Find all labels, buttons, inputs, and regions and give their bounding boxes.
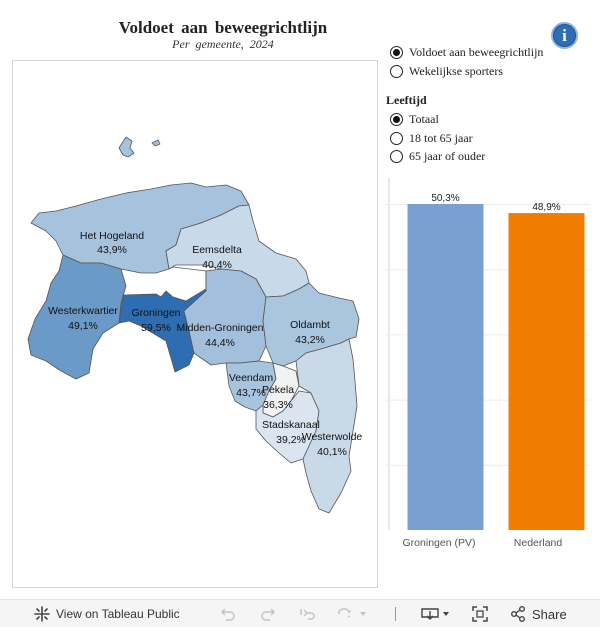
map-value-het-hogeland: 43,9%	[97, 244, 127, 256]
radio-icon	[390, 112, 403, 126]
undo-icon	[220, 608, 235, 621]
revert-icon	[300, 609, 315, 620]
map-value-stadskanaal: 39,2%	[276, 434, 306, 446]
radio-icon	[390, 131, 403, 145]
age-option-label: 65 jaar of ouder	[409, 148, 486, 163]
map-value-westerkwartier: 49,1%	[68, 320, 98, 332]
page-title: Voldoet aan beweegrichtlijn	[118, 18, 328, 37]
map-value-westerwolde: 40,1%	[317, 446, 347, 458]
bar-value-label-0: 50,3%	[431, 193, 459, 204]
radio-icon	[390, 45, 403, 59]
map-label-oldambt: Oldambt	[290, 319, 330, 331]
fullscreen-icon	[472, 606, 488, 622]
map-label-pekela: Pekela	[262, 384, 294, 396]
info-icon[interactable]: i	[551, 22, 578, 49]
refresh-button[interactable]	[336, 600, 366, 627]
map-region-island	[118, 136, 135, 158]
map-label-veendam: Veendam	[229, 372, 274, 384]
map-label-het-hogeland: Het Hogeland	[80, 230, 144, 242]
map-value-groningen: 59,5%	[141, 322, 171, 334]
map-value-eemsdelta: 40,4%	[202, 259, 232, 271]
map-label-westerkwartier: Westerkwartier	[48, 305, 118, 317]
view-on-tableau-label: View on Tableau Public	[56, 607, 180, 621]
bar-1[interactable]	[508, 213, 585, 530]
measure-option-beweegrichtlijn[interactable]: Voldoet aan beweegrichtlijn	[390, 44, 543, 60]
toolbar-divider	[395, 607, 396, 621]
map-label-midden-groningen: Midden-Groningen	[177, 322, 264, 334]
map-region-midden-groningen[interactable]	[183, 268, 267, 366]
map-value-pekela: 36,3%	[263, 399, 293, 411]
age-filter-title: Leeftijd	[386, 93, 427, 107]
tableau-icon	[34, 606, 50, 622]
share-button[interactable]: Share	[510, 600, 567, 627]
bar-0[interactable]	[407, 204, 484, 530]
share-icon	[511, 606, 525, 622]
map-value-oldambt: 43,2%	[295, 334, 325, 346]
measure-option-wekelijkse-sporters[interactable]: Wekelijkse sporters	[390, 63, 503, 79]
age-option-totaal[interactable]: Totaal	[390, 111, 439, 127]
refresh-icon	[338, 608, 366, 618]
download-button[interactable]	[421, 600, 451, 627]
age-option-18-65[interactable]: 18 tot 65 jaar	[390, 130, 473, 146]
map-value-veendam: 43,7%	[236, 387, 266, 399]
download-icon	[421, 608, 449, 620]
age-option-65-plus[interactable]: 65 jaar of ouder	[390, 148, 485, 164]
radio-icon	[390, 64, 403, 78]
measure-option-label: Voldoet aan beweegrichtlijn	[409, 44, 544, 59]
category-label-nederland: Nederland	[513, 537, 563, 549]
age-option-label: 18 tot 65 jaar	[409, 130, 473, 145]
undo-button[interactable]	[220, 600, 236, 627]
fullscreen-button[interactable]	[472, 600, 488, 627]
map-region-westerwolde[interactable]	[295, 338, 358, 514]
category-label-groningen: Groningen (PV)	[402, 537, 476, 549]
tableau-toolbar: View on Tableau Public Share	[0, 599, 600, 627]
view-on-tableau-button[interactable]: View on Tableau Public	[34, 600, 180, 627]
page-subtitle: Per gemeente, 2024	[172, 37, 274, 51]
map-svg: Het Hogeland 43,9% Eemsdelta 40,4% Weste…	[27, 136, 363, 514]
revert-button[interactable]	[299, 600, 317, 627]
bar-value-label-1: 48,9%	[532, 202, 560, 213]
map-label-groningen: Groningen	[131, 307, 180, 319]
map-panel: Het Hogeland 43,9% Eemsdelta 40,4% Weste…	[12, 60, 378, 588]
redo-button[interactable]	[260, 600, 276, 627]
map-label-eemsdelta: Eemsdelta	[192, 244, 242, 256]
share-label: Share	[532, 606, 567, 622]
bar-chart: 50,3% 48,9%	[386, 178, 590, 530]
bar-chart-svg: 50,3% 48,9%	[386, 178, 590, 530]
redo-icon	[261, 608, 276, 621]
map-label-stadskanaal: Stadskanaal	[262, 419, 320, 431]
map-value-midden-groningen: 44,4%	[205, 337, 235, 349]
map-region-westerkwartier[interactable]	[27, 254, 127, 380]
map-label-westerwolde: Westerwolde	[302, 431, 363, 443]
radio-icon	[390, 149, 403, 163]
map-region-islet	[151, 139, 161, 147]
age-option-label: Totaal	[409, 111, 439, 126]
measure-option-label: Wekelijkse sporters	[409, 63, 504, 78]
